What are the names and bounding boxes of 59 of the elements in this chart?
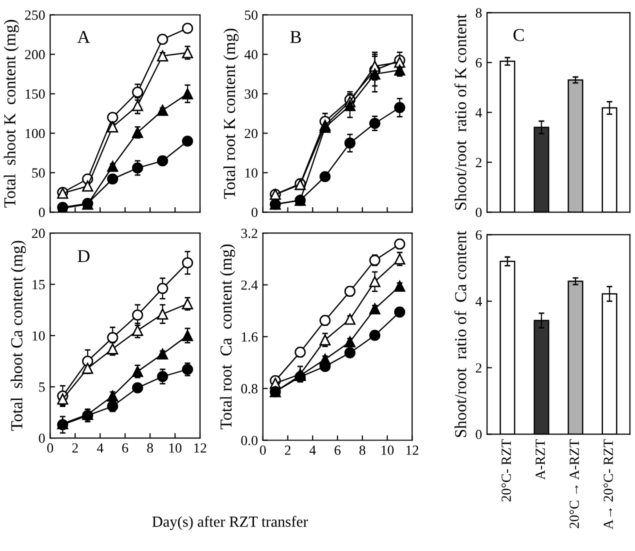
y-tick-label: 40 xyxy=(244,50,258,60)
x-tick-label: 10 xyxy=(169,443,182,453)
y-tick-label: 200 xyxy=(25,50,45,60)
x-tick-label: 6 xyxy=(334,446,341,455)
x-tick-label: 12 xyxy=(194,443,206,453)
y-tick-label: 0 xyxy=(252,208,258,218)
y-tick-label: 4 xyxy=(476,296,482,306)
y-axis-title: Total shoot K content (mg) xyxy=(4,20,19,208)
y-tick-label: 2 xyxy=(476,363,482,373)
x-tick-label: 0 xyxy=(260,446,266,455)
x-tick-label: 10 xyxy=(382,446,394,455)
y-tick-label: 0 xyxy=(476,430,482,440)
x-tick-label: 12 xyxy=(406,446,418,455)
y-tick-label: 1.6 xyxy=(242,332,258,342)
annotation: B xyxy=(290,31,301,43)
y-tick-label: 100 xyxy=(26,128,45,138)
x-tick-label: A→ 20°C- RZT xyxy=(604,439,613,530)
y-axis-title: Shoot/root ratio of K content xyxy=(454,14,466,210)
y-axis-title: Total root K content (mg) xyxy=(223,28,239,199)
x-tick-label: 2 xyxy=(72,443,78,453)
y-axis-title: Total root Ca content (mg) xyxy=(220,244,236,430)
y-tick-label: 2.4 xyxy=(241,280,258,290)
x-tick-label: A-RZT xyxy=(536,439,545,480)
y-tick-label: 10 xyxy=(245,168,258,178)
y-tick-label: 15 xyxy=(32,280,45,290)
annotation: A xyxy=(77,30,90,43)
y-tick-label: 250 xyxy=(25,10,45,20)
x-tick-label: 4 xyxy=(309,446,316,455)
y-tick-label: 0 xyxy=(38,208,45,218)
x-axis-title: Day(s) after RZT transfer xyxy=(152,516,308,530)
y-tick-label: 20 xyxy=(244,128,258,138)
x-tick-label: 20°C- RZT xyxy=(502,439,511,502)
x-tick-label: 4 xyxy=(96,443,104,453)
y-tick-label: 0.0 xyxy=(241,436,258,446)
y-tick-label: 0.8 xyxy=(241,384,258,394)
y-tick-label: 50 xyxy=(32,168,45,178)
y-tick-label: 150 xyxy=(26,89,45,99)
y-tick-label: 20 xyxy=(32,228,45,238)
y-tick-label: 6 xyxy=(476,230,482,240)
y-tick-label: 0 xyxy=(476,208,482,218)
x-tick-label: 8 xyxy=(147,443,154,453)
y-axis-title: Total shoot Ca content (mg) xyxy=(10,240,26,431)
x-tick-label: 6 xyxy=(122,443,128,453)
y-tick-label: 50 xyxy=(244,10,258,20)
y-tick-label: 10 xyxy=(32,331,45,341)
x-tick-label: 2 xyxy=(284,446,290,455)
y-tick-label: 4 xyxy=(476,108,482,118)
annotation: D xyxy=(78,250,90,262)
y-tick-label: 8 xyxy=(476,8,482,18)
y-tick-label: 30 xyxy=(244,89,258,99)
x-tick-label: 20°C → A-RZT xyxy=(570,439,579,528)
annotation: C xyxy=(514,28,524,42)
y-axis-title: Shoot/root ratio of Ca content xyxy=(454,230,466,438)
y-tick-label: 6 xyxy=(476,58,482,68)
y-tick-label: 3.2 xyxy=(241,228,258,238)
y-tick-label: 5 xyxy=(39,382,45,392)
x-tick-label: 0 xyxy=(47,443,54,453)
y-tick-label: 2 xyxy=(476,158,482,168)
x-tick-label: 8 xyxy=(359,446,366,455)
